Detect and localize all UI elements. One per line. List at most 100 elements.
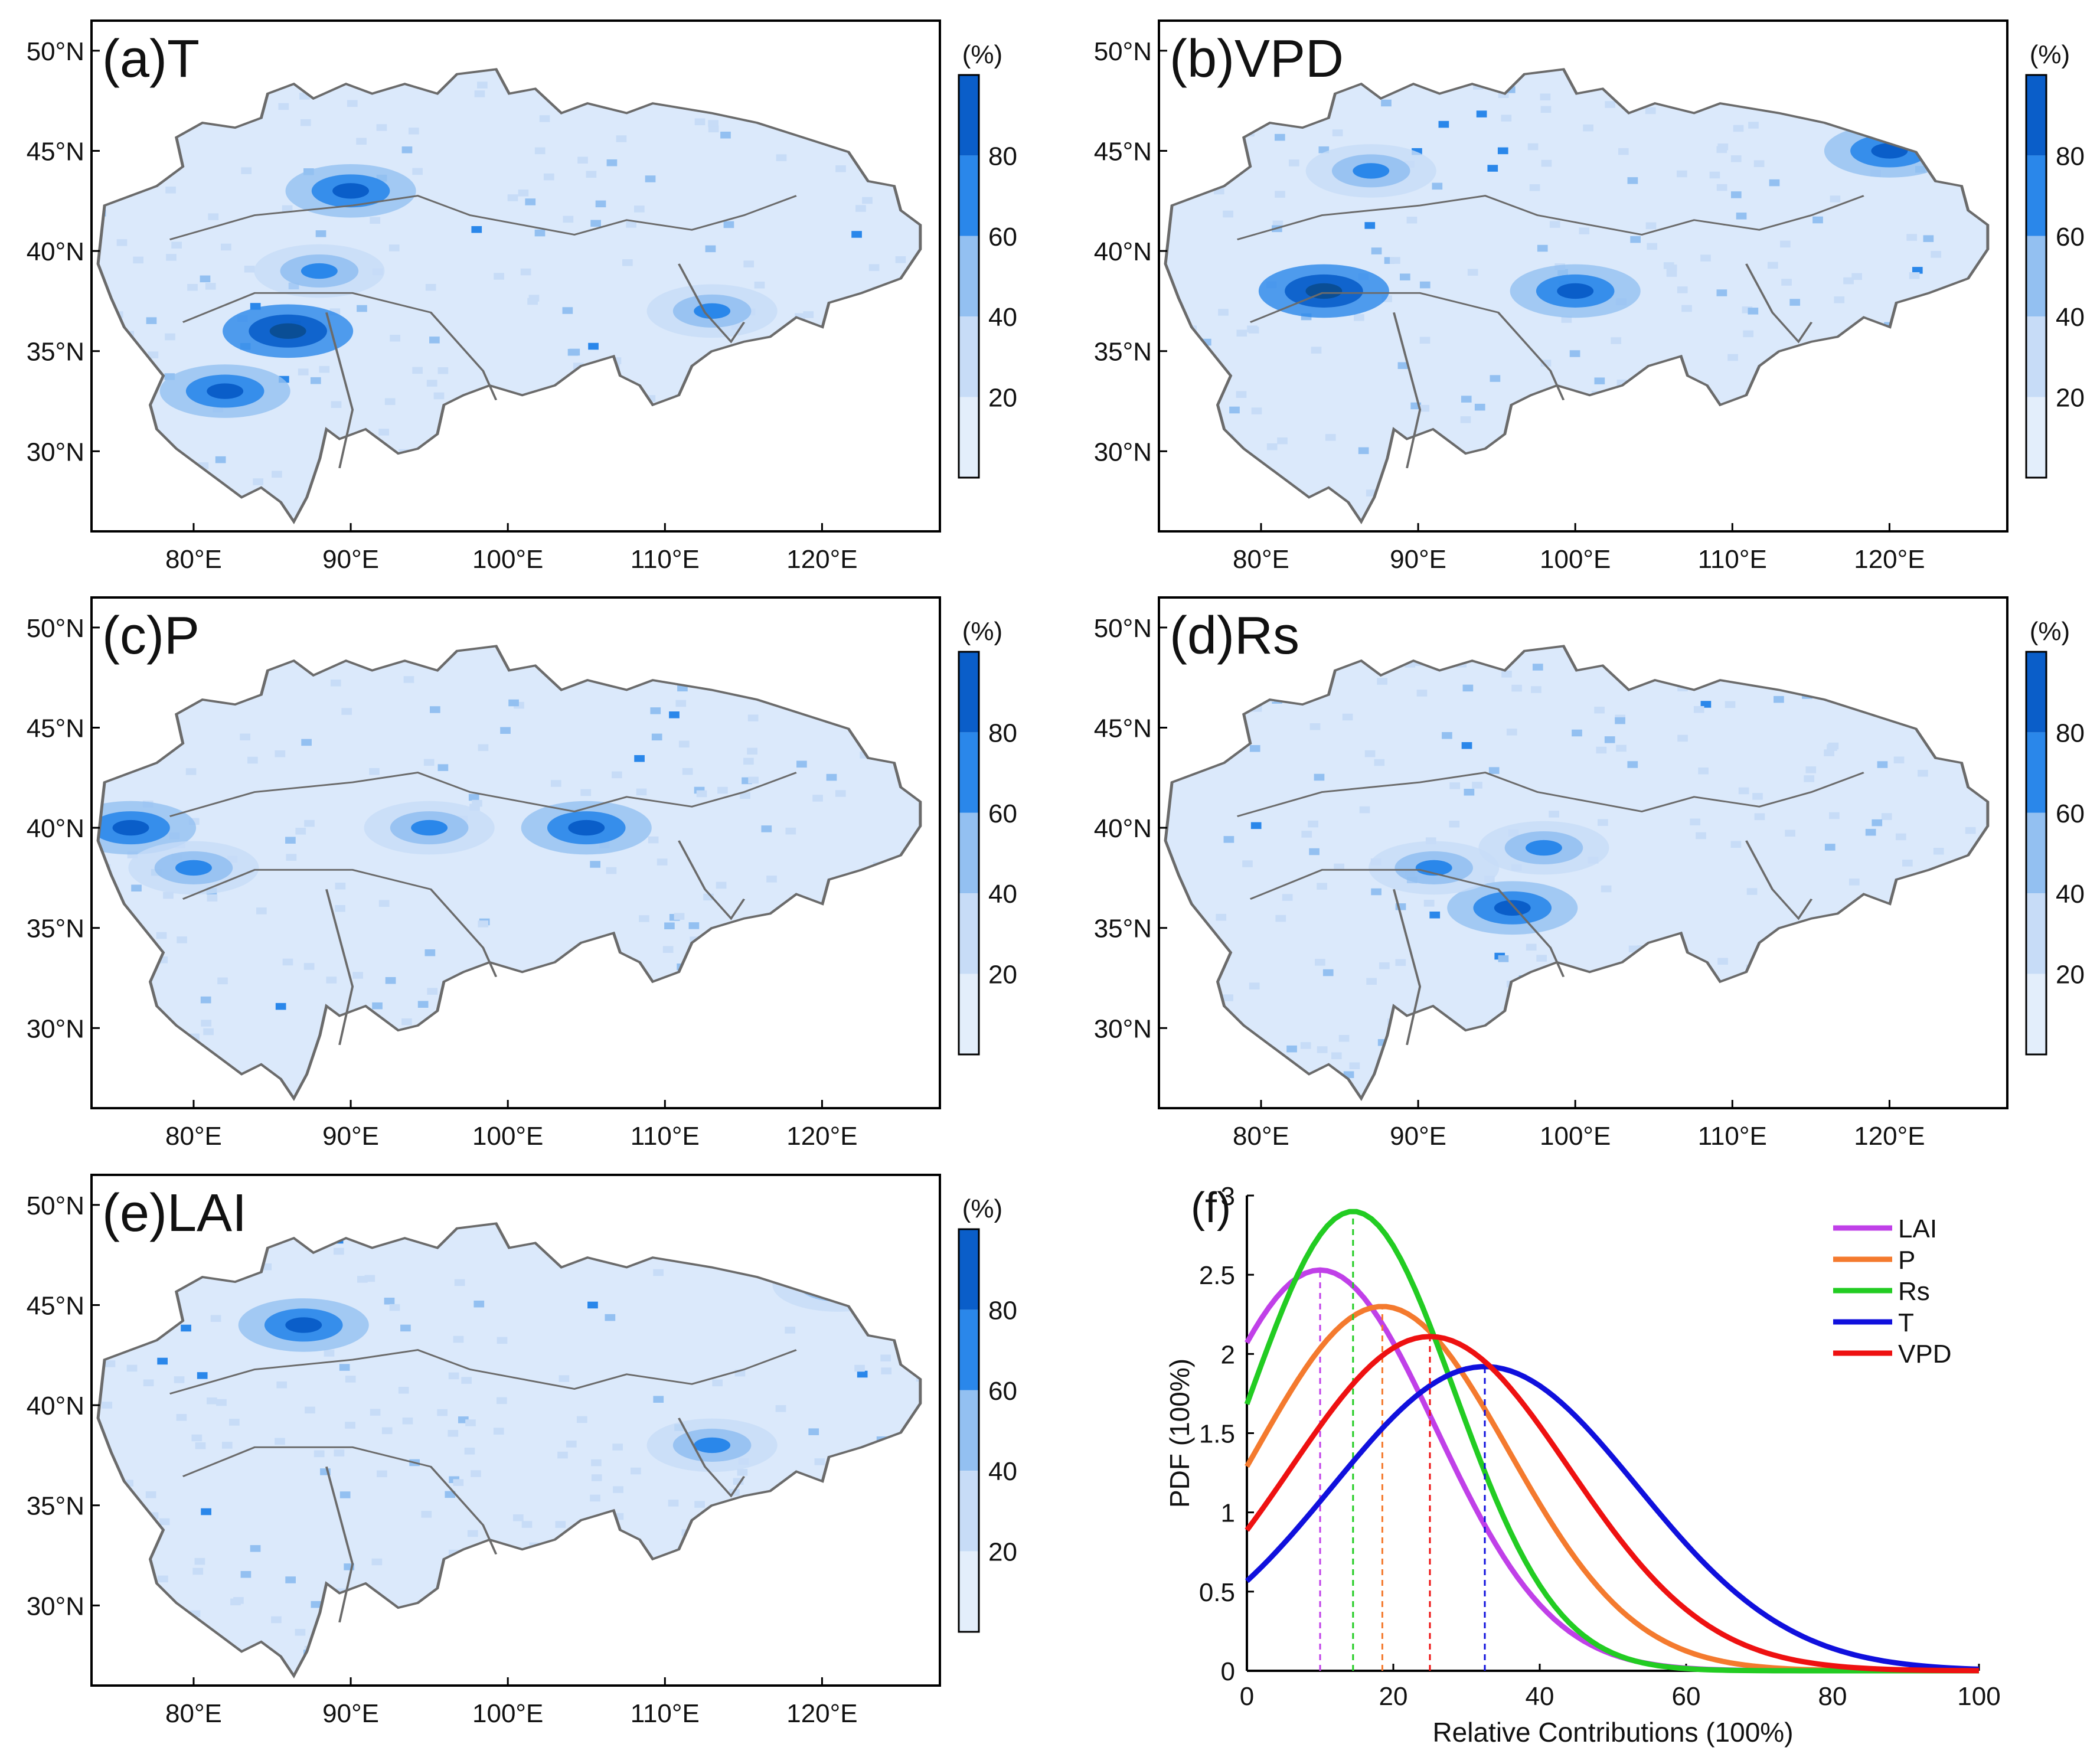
pixel (100, 1021, 112, 1028)
basin-line (169, 195, 797, 241)
pixel (1366, 978, 1377, 985)
colorbar-tick-label: 40 (988, 1457, 1017, 1486)
pixel (174, 1376, 185, 1383)
pixel (1753, 62, 1764, 69)
pixel (401, 146, 413, 154)
pixel (591, 1474, 602, 1481)
map-frame (90, 1174, 941, 1687)
pixel (1531, 686, 1541, 693)
pixel (814, 501, 825, 508)
pixel (838, 129, 850, 136)
pixel (1248, 326, 1259, 334)
pixel (1643, 631, 1654, 638)
panel-title: (a)T (102, 30, 200, 89)
colorbar-tick-label: 60 (988, 1377, 1017, 1406)
colorbar-tick-label: 80 (2056, 142, 2085, 171)
pixel (1449, 782, 1461, 789)
colorbar-tick-label: 20 (2056, 961, 2085, 989)
pixel (110, 1262, 120, 1269)
pixel (771, 1232, 782, 1239)
pixel (1727, 354, 1738, 361)
hotspot-core (1840, 43, 1876, 58)
pixel (613, 1513, 624, 1520)
pixel (185, 768, 197, 775)
pixel (586, 391, 597, 399)
pixel (1922, 888, 1932, 896)
pdf-chart: 0 20 40 60 80 100 0 0.5 1 1.5 2 2.5 3 Relative Contri… (1164, 1182, 2001, 1748)
pixel (1727, 407, 1739, 414)
series-line-t (1245, 1364, 1980, 1672)
pixel (403, 676, 414, 683)
pixel (507, 194, 518, 201)
pixel (195, 1442, 206, 1449)
pixel (171, 1041, 182, 1048)
panel-title: (c)P (102, 606, 200, 665)
pixel (1184, 475, 1195, 482)
pixel (1200, 338, 1211, 346)
pixel (429, 337, 440, 344)
pixel (1922, 731, 1933, 739)
colorbar-segment (959, 75, 979, 156)
pixel (1826, 52, 1837, 59)
pixel (1251, 407, 1262, 414)
pixel (1666, 270, 1677, 277)
pixel (1872, 449, 1883, 456)
pixel (377, 1619, 388, 1627)
pixel (1690, 818, 1701, 825)
pixel (675, 464, 687, 471)
pixel (1687, 673, 1697, 680)
pixel (592, 955, 603, 962)
pixel (1936, 502, 1948, 509)
colorbar-segment (959, 236, 979, 317)
pixel (1785, 829, 1795, 837)
pixel (477, 81, 488, 89)
pixel (1963, 293, 1974, 301)
pixel (1275, 672, 1286, 680)
x-tick-label: 100 (1957, 1682, 2000, 1711)
pixel (1965, 744, 1976, 752)
pixel (1948, 473, 1959, 481)
pixel (203, 1028, 214, 1036)
pixel (1742, 306, 1753, 313)
pixel (422, 498, 433, 505)
pixel (1623, 1001, 1634, 1008)
lat-tick-label: 30°N (27, 437, 84, 466)
pixel (555, 1521, 566, 1528)
pixel (1501, 115, 1512, 122)
pixel (704, 69, 714, 70)
pixel (872, 60, 883, 67)
pixel (1812, 971, 1823, 978)
pixel (876, 422, 887, 429)
pixel (524, 69, 535, 73)
pixel (1449, 821, 1460, 828)
pixel (278, 103, 289, 110)
pixel (648, 836, 659, 844)
pixel (370, 217, 381, 224)
pixel (1917, 599, 1928, 606)
pixel (604, 379, 615, 387)
pixel (275, 1002, 286, 1010)
basin-line (1393, 889, 1422, 1046)
pixel (229, 1419, 240, 1426)
basin-line (678, 263, 746, 344)
pixel (1249, 745, 1260, 752)
pixel (285, 837, 296, 844)
pixel (682, 768, 693, 775)
pixel (622, 259, 633, 266)
pixel (326, 977, 337, 984)
map-panel-c: (c)P 50°N 45°N 40°N 35°N 30°N 80°E 90°E 100°E 110… (27, 596, 1017, 1151)
pixel (922, 912, 932, 919)
pixel (611, 771, 622, 779)
basin-line (325, 889, 354, 1046)
pixel (1748, 122, 1759, 129)
pixel (712, 1379, 723, 1387)
pixel (1377, 1039, 1389, 1046)
pixel (1178, 688, 1190, 695)
pixel (319, 365, 330, 373)
pixel (240, 733, 250, 741)
pixel (754, 1658, 765, 1665)
lat-tick-label: 40°N (27, 1392, 84, 1420)
land-area (98, 1223, 920, 1676)
pixel (176, 1414, 187, 1421)
pixel (98, 672, 108, 680)
